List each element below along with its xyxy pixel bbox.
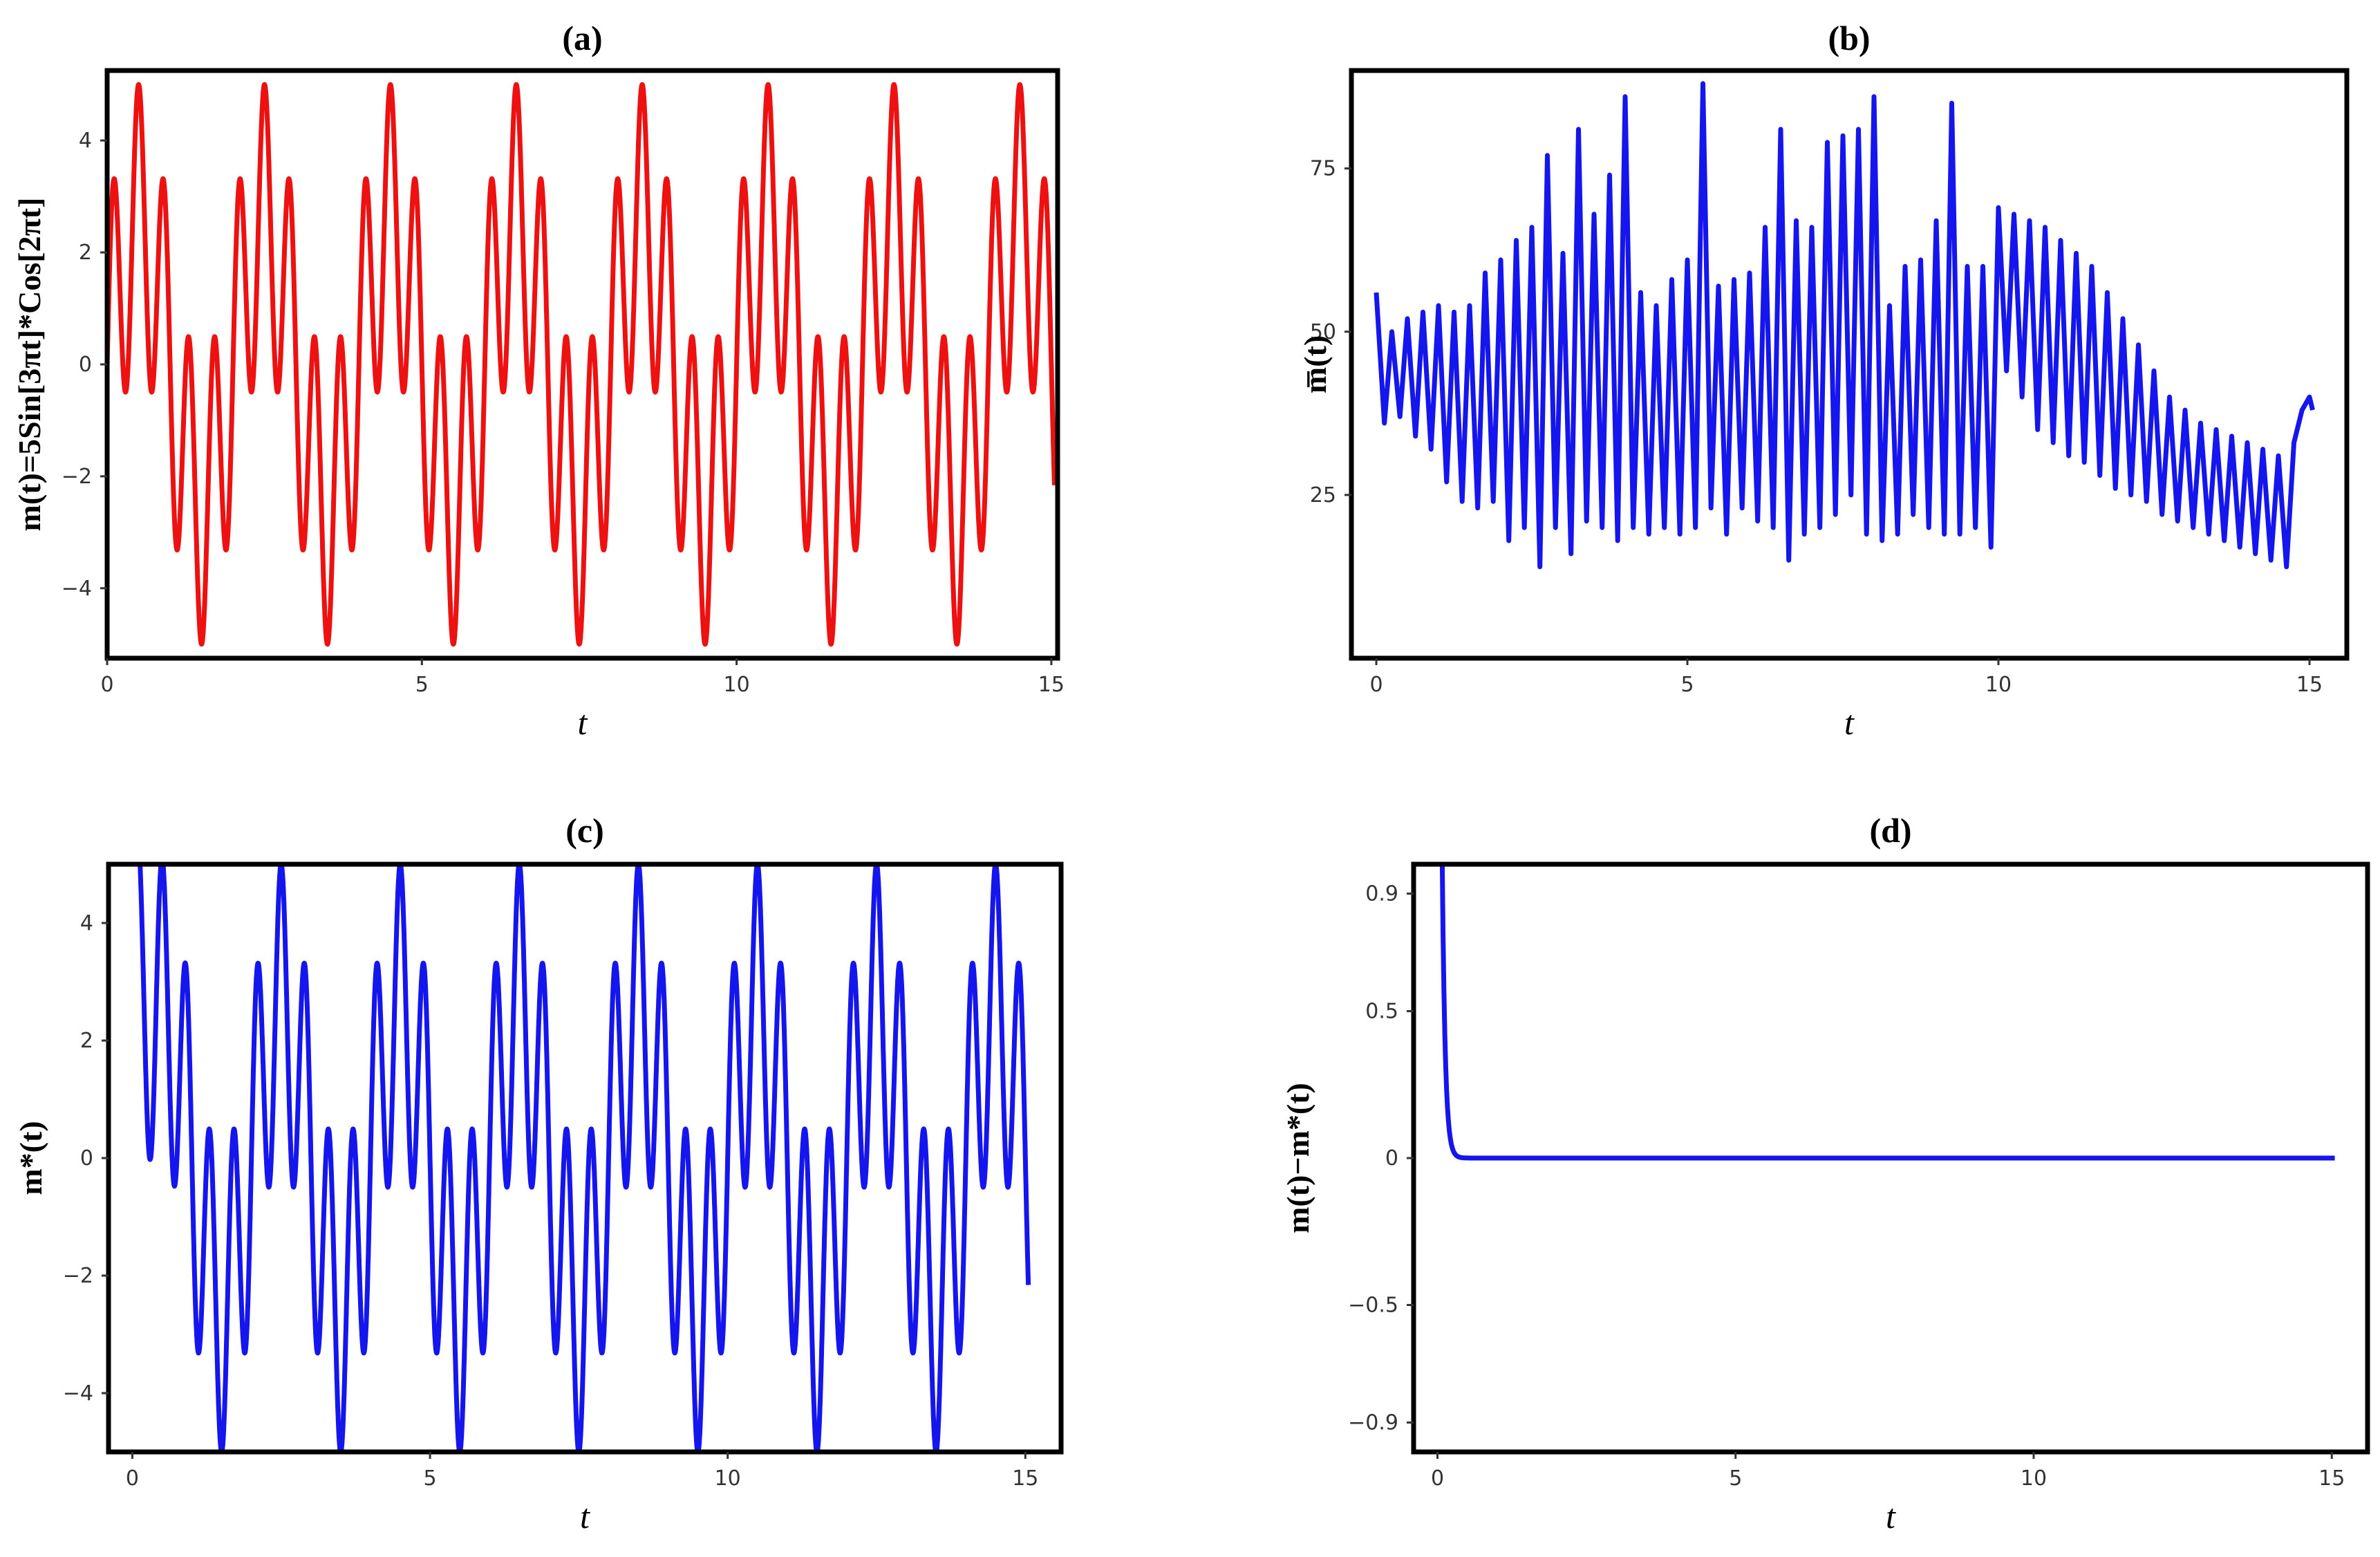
y-axis-label: m(t)=5Sin[3πt]*Cos[2πt]	[12, 198, 47, 532]
x-tick-label: 0	[100, 673, 113, 697]
x-axis-label: t	[580, 1497, 590, 1536]
chart-panel-c: 0 5 10 15 −4 −2 0 2 4 (c) t m*(t)	[13, 811, 1064, 1536]
plot-frame	[1349, 68, 2350, 661]
y-axis-label: m(t)−m*(t)	[1280, 1083, 1315, 1233]
x-axis-label: t	[1886, 1497, 1896, 1536]
y-tick-label: 2	[79, 241, 92, 265]
x-axis-label: t	[1844, 703, 1855, 742]
y-tick-label: 50	[1310, 320, 1336, 344]
x-tick-label: 5	[415, 673, 429, 697]
chart-panel-d: 0 5 10 15 −0.9 −0.5 0 0.5 0.9 (d) t m(t)−m*(t)	[1280, 811, 2370, 1536]
x-tick-label: 15	[2296, 673, 2323, 697]
y-tick-label: −4	[62, 577, 92, 601]
chart-title: (b)	[1828, 19, 1870, 57]
x-tick-label: 15	[1012, 1466, 1038, 1491]
y-tick-label: 25	[1310, 483, 1336, 507]
series-line-1-0	[1374, 81, 2315, 570]
x-tick-label: 15	[1038, 673, 1065, 697]
x-tick-label: 5	[1729, 1466, 1742, 1491]
x-tick-label: 5	[424, 1466, 437, 1491]
chart-title: (d)	[1869, 811, 1911, 850]
y-tick-label: 0	[1385, 1146, 1398, 1171]
y-tick-label: 0	[80, 1146, 93, 1171]
y-tick-label: −0.5	[1348, 1294, 1398, 1318]
y-tick-label: −2	[63, 1264, 93, 1288]
y-tick-label: 4	[79, 129, 92, 153]
series-line-0-0	[107, 82, 1057, 647]
x-tick-label: 10	[1985, 673, 2012, 697]
x-tick-label: 10	[724, 673, 750, 697]
y-axis-label: m*(t)	[13, 1121, 48, 1195]
y-tick-label: 0	[79, 353, 92, 377]
x-tick-label: 5	[1680, 673, 1694, 697]
x-tick-label: 10	[2021, 1466, 2047, 1491]
y-tick-label: 4	[80, 911, 93, 935]
y-tick-label: −0.9	[1348, 1411, 1398, 1435]
x-axis-label: t	[578, 703, 588, 742]
series-line-3-0	[1439, 864, 2337, 1161]
chart-title: (a)	[562, 19, 602, 57]
chart-panel-a: 0 5 10 15 −4 −2 0 2 4 (a) t m(t)=5Sin[3πt]*Cos[2πt]	[12, 19, 1065, 742]
x-tick-label: 0	[126, 1466, 139, 1491]
x-tick-label: 10	[715, 1466, 741, 1491]
chart-panel-b: 0 5 10 15 25 50 75 (b) t m̅(t)	[1297, 19, 2350, 742]
y-tick-label: −4	[63, 1381, 93, 1406]
x-tick-label: 0	[1431, 1466, 1444, 1491]
y-tick-label: 0.5	[1365, 1000, 1398, 1024]
x-tick-label: 0	[1369, 673, 1383, 697]
y-axis-label: m̅(t)	[1297, 335, 1333, 393]
y-tick-label: 0.9	[1365, 882, 1398, 906]
y-tick-label: 2	[80, 1029, 93, 1053]
chart-title: (c)	[565, 811, 604, 850]
y-tick-label: −2	[62, 465, 92, 489]
y-tick-label: 75	[1310, 157, 1336, 181]
x-tick-label: 15	[2318, 1466, 2345, 1491]
